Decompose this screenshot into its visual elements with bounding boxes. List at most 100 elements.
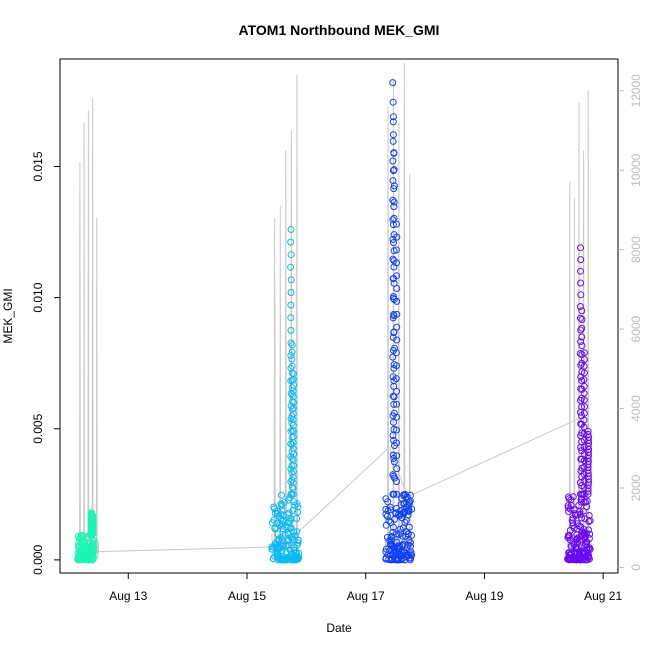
data-point bbox=[390, 377, 398, 385]
data-point bbox=[280, 511, 288, 519]
data-point bbox=[390, 149, 398, 157]
data-point bbox=[390, 293, 397, 300]
data-point bbox=[277, 500, 285, 508]
data-point bbox=[390, 490, 398, 498]
data-point bbox=[390, 185, 398, 193]
data-point bbox=[393, 323, 401, 331]
data-point bbox=[580, 389, 588, 397]
data-point bbox=[572, 511, 580, 519]
data-point bbox=[389, 137, 397, 145]
data-point bbox=[393, 310, 401, 318]
data-point bbox=[578, 324, 586, 332]
data-point bbox=[383, 533, 391, 541]
data-point bbox=[390, 400, 398, 408]
data-point bbox=[294, 537, 302, 544]
data-point bbox=[390, 418, 397, 426]
data-point bbox=[287, 226, 295, 233]
data-point bbox=[294, 503, 302, 511]
data-point bbox=[89, 555, 97, 563]
data-point bbox=[388, 533, 395, 540]
data-point bbox=[565, 495, 573, 503]
data-point bbox=[577, 498, 585, 506]
data-point bbox=[581, 515, 589, 523]
data-point bbox=[585, 526, 592, 534]
data-point bbox=[89, 511, 96, 519]
secondary-series-layer bbox=[77, 62, 591, 561]
data-point bbox=[89, 550, 97, 558]
data-point bbox=[293, 528, 301, 536]
data-point bbox=[277, 510, 285, 518]
data-point bbox=[568, 549, 576, 557]
data-point bbox=[88, 542, 96, 550]
data-point bbox=[580, 382, 588, 390]
data-point bbox=[288, 426, 296, 434]
data-point bbox=[288, 341, 296, 349]
data-point bbox=[288, 376, 296, 384]
data-point bbox=[390, 239, 397, 247]
data-point bbox=[287, 238, 295, 246]
data-point bbox=[577, 244, 584, 252]
data-point bbox=[576, 536, 584, 544]
y2-tick-label: 10000 bbox=[629, 153, 643, 187]
data-point bbox=[278, 547, 286, 555]
data-point bbox=[383, 512, 391, 520]
data-point bbox=[283, 556, 291, 564]
data-point bbox=[390, 550, 398, 558]
data-point bbox=[392, 510, 400, 518]
y-tick-label: 0.010 bbox=[31, 282, 45, 312]
data-point bbox=[280, 555, 288, 563]
data-point bbox=[580, 457, 588, 465]
data-point bbox=[578, 403, 586, 411]
data-point bbox=[404, 541, 412, 549]
data-point bbox=[580, 403, 588, 411]
data-point bbox=[580, 477, 588, 485]
data-point bbox=[578, 514, 586, 522]
data-point bbox=[585, 553, 593, 561]
data-point bbox=[393, 452, 401, 460]
data-point bbox=[388, 541, 396, 549]
data-point bbox=[289, 506, 297, 514]
plot-box bbox=[59, 58, 619, 574]
connector-line bbox=[86, 417, 580, 553]
data-point bbox=[79, 550, 87, 558]
chart-title: ATOM1 Northbound MEK_GMI bbox=[239, 22, 440, 38]
data-point bbox=[79, 537, 87, 545]
data-point bbox=[583, 538, 591, 546]
data-point bbox=[564, 504, 572, 512]
data-point bbox=[401, 518, 409, 526]
data-point bbox=[387, 518, 395, 526]
data-point bbox=[577, 256, 585, 264]
data-point bbox=[392, 556, 400, 564]
data-point bbox=[390, 182, 398, 190]
data-point bbox=[580, 423, 588, 431]
data-point bbox=[399, 540, 407, 548]
data-point bbox=[288, 355, 296, 363]
data-point bbox=[84, 550, 92, 557]
data-point bbox=[393, 336, 401, 344]
data-point bbox=[382, 495, 390, 503]
data-point bbox=[288, 348, 296, 356]
data-point bbox=[584, 430, 592, 438]
data-point bbox=[294, 508, 302, 516]
data-point bbox=[389, 79, 397, 87]
data-point bbox=[578, 307, 586, 315]
data-point bbox=[287, 276, 295, 284]
data-point bbox=[405, 552, 413, 560]
data-point bbox=[580, 376, 588, 384]
data-point bbox=[392, 349, 400, 357]
data-point bbox=[577, 338, 585, 346]
data-point bbox=[390, 113, 397, 121]
data-point bbox=[575, 547, 583, 555]
data-point bbox=[293, 515, 301, 522]
data-point bbox=[287, 339, 295, 347]
y2-tick-label: 0 bbox=[629, 564, 643, 571]
data-point bbox=[580, 470, 588, 478]
data-point bbox=[404, 530, 412, 538]
data-point bbox=[393, 439, 400, 447]
data-point bbox=[577, 267, 584, 275]
data-point bbox=[389, 98, 397, 106]
data-point bbox=[568, 516, 576, 524]
data-point bbox=[287, 314, 295, 322]
y-axis: 0.000 0.005 0.010 0.015 bbox=[31, 151, 60, 575]
